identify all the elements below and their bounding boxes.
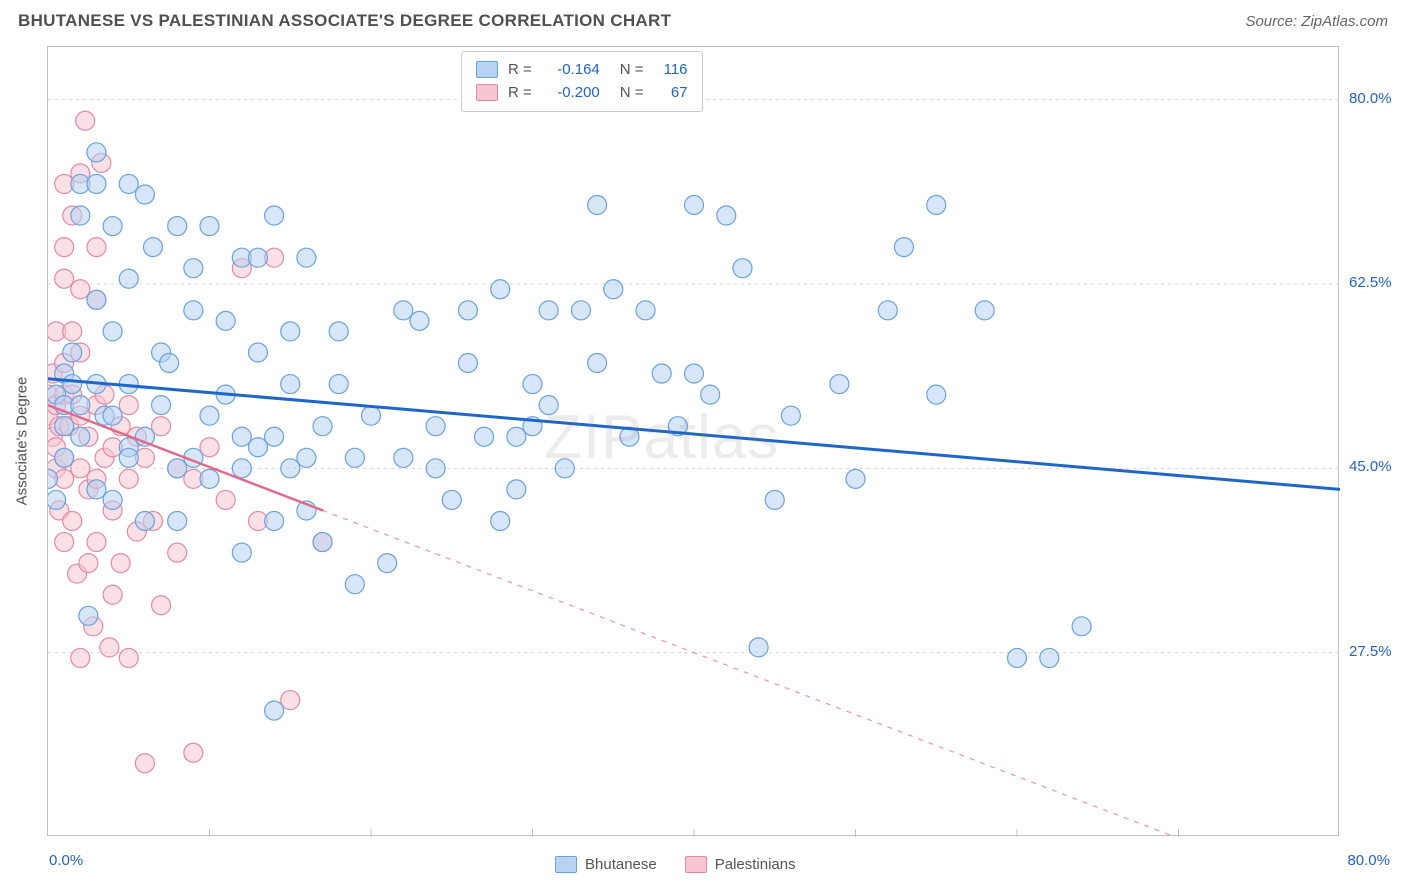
legend-r-value: -0.200 bbox=[542, 81, 600, 104]
y-tick-label: 27.5% bbox=[1349, 643, 1392, 660]
legend-series-box: Bhutanese Palestinians bbox=[555, 856, 796, 873]
legend-series-label: Bhutanese bbox=[585, 856, 657, 873]
legend-n-label: N = bbox=[620, 58, 644, 81]
legend-correlation-row: R = -0.164 N = 116 bbox=[476, 58, 688, 81]
legend-series-label: Palestinians bbox=[715, 856, 796, 873]
y-tick-label: 80.0% bbox=[1349, 90, 1392, 107]
legend-correlation-box: R = -0.164 N = 116 R = -0.200 N = 67 bbox=[461, 51, 703, 112]
legend-r-label: R = bbox=[508, 81, 532, 104]
legend-n-value: 116 bbox=[654, 58, 688, 81]
chart-title: BHUTANESE VS PALESTINIAN ASSOCIATE'S DEG… bbox=[18, 11, 671, 31]
legend-r-value: -0.164 bbox=[542, 58, 600, 81]
legend-swatch bbox=[555, 856, 577, 873]
y-axis-label: Associate's Degree bbox=[14, 377, 31, 506]
legend-series-item: Bhutanese bbox=[555, 856, 657, 873]
y-tick-label: 62.5% bbox=[1349, 274, 1392, 291]
x-axis-start-label: 0.0% bbox=[49, 852, 83, 869]
source-label: Source: ZipAtlas.com bbox=[1245, 13, 1388, 30]
legend-correlation-row: R = -0.200 N = 67 bbox=[476, 81, 688, 104]
legend-n-label: N = bbox=[620, 81, 644, 104]
x-axis-end-label: 80.0% bbox=[1347, 852, 1390, 869]
plot-svg bbox=[48, 47, 1340, 837]
legend-n-value: 67 bbox=[654, 81, 688, 104]
legend-r-label: R = bbox=[508, 58, 532, 81]
y-tick-label: 45.0% bbox=[1349, 458, 1392, 475]
legend-swatch bbox=[476, 61, 498, 78]
legend-swatch bbox=[476, 84, 498, 101]
plot-area: ZIPatlas R =-0.164N =116R =-0.200N =67 bbox=[47, 46, 1339, 836]
legend-series-item: Palestinians bbox=[685, 856, 796, 873]
legend-swatch bbox=[685, 856, 707, 873]
